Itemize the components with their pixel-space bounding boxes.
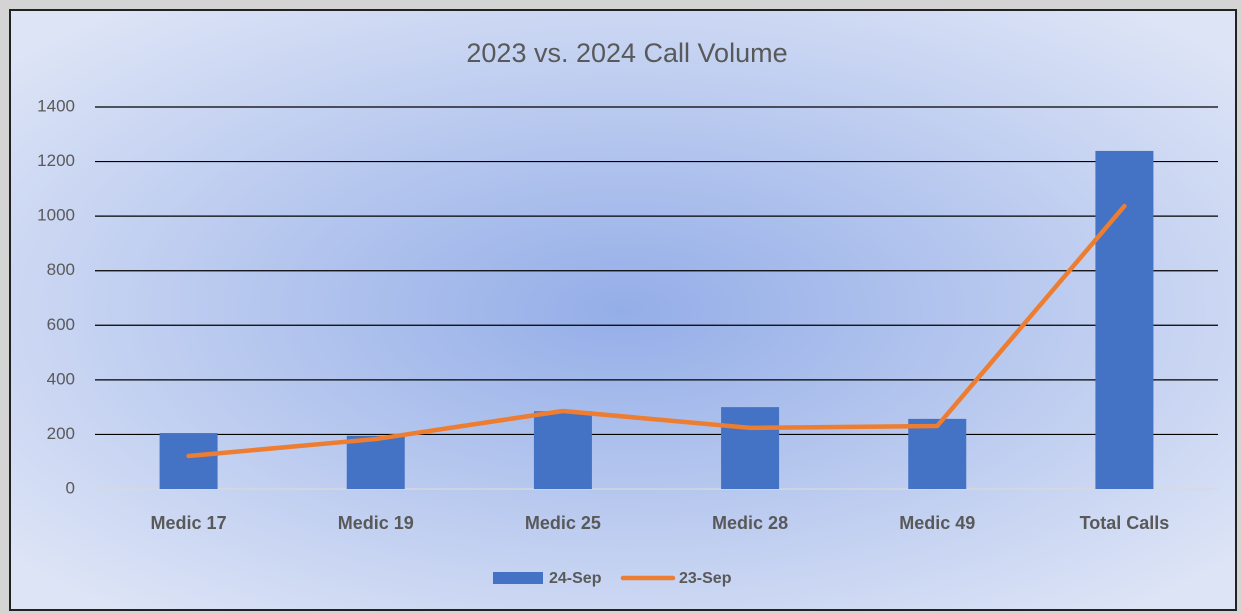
bar [533,411,592,489]
bar [721,407,780,489]
x-tick-label: Medic 17 [151,513,227,533]
line-series [186,203,1127,459]
y-tick-label: 1400 [37,96,75,115]
bar [908,418,967,489]
legend-label: 23-Sep [679,570,732,587]
y-tick-label: 1000 [37,206,75,225]
x-tick-label: Medic 28 [712,513,788,533]
x-tick-label: Medic 49 [899,513,975,533]
x-tick-label: Medic 19 [338,513,414,533]
y-tick-label: 400 [47,369,75,388]
legend-swatch [493,572,543,584]
y-tick-label: 800 [47,260,75,279]
x-tick-label: Total Calls [1080,513,1170,533]
chart-area [9,9,1237,611]
bar [159,433,218,489]
x-tick-label: Medic 25 [525,513,601,533]
y-tick-label: 600 [47,315,75,334]
bar [346,435,405,489]
y-tick-label: 1200 [37,151,75,170]
legend-label: 24-Sep [549,570,602,587]
bar [1095,150,1154,489]
y-tick-label: 200 [47,424,75,443]
chart-title: 2023 vs. 2024 Call Volume [466,38,787,68]
y-tick-label: 0 [66,478,75,497]
